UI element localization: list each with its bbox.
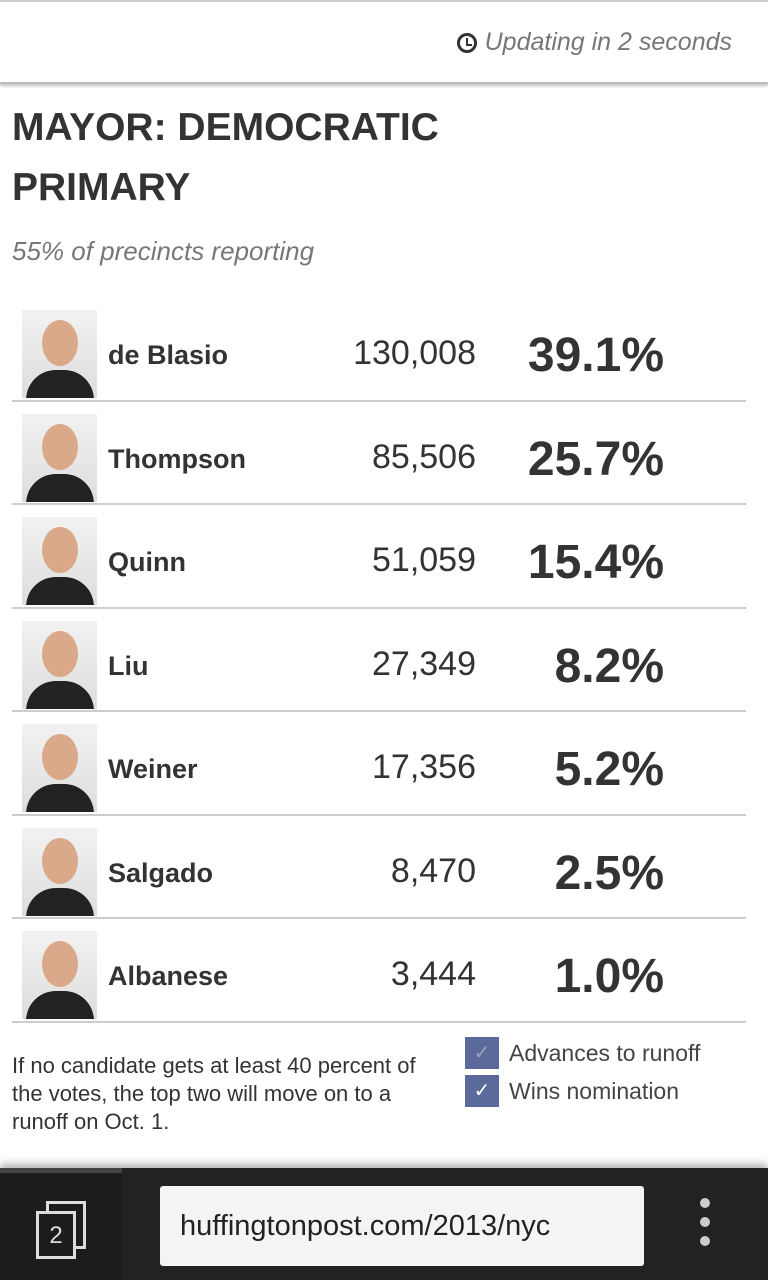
candidate-row: Salgado 8,470 2.5%	[12, 816, 746, 919]
candidate-name: Quinn	[108, 547, 186, 577]
candidate-photo	[22, 310, 97, 398]
candidate-votes: 130,008	[353, 334, 476, 372]
candidate-photo	[22, 827, 97, 916]
url-bar[interactable]: huffingtonpost.com/2013/nyc	[160, 1186, 644, 1266]
browser-toolbar: 2 huffingtonpost.com/2013/nyc	[0, 1168, 768, 1280]
candidate-photo	[22, 931, 97, 1019]
candidate-percent: 2.5%	[554, 846, 664, 900]
candidate-votes: 3,444	[390, 955, 476, 993]
tab-count: 2	[36, 1211, 76, 1259]
candidate-photo	[22, 517, 97, 605]
page-title: MAYOR: DEMOCRATIC PRIMARY	[12, 106, 439, 209]
candidate-votes: 8,470	[390, 851, 476, 890]
checkmark-icon: ✓	[465, 1037, 499, 1069]
legend: ✓ Advances to runoff ✓ Wins nomination	[465, 1034, 700, 1110]
legend-wins: ✓ Wins nomination	[465, 1072, 700, 1110]
clock-icon	[456, 32, 477, 53]
precincts-reporting: 55% of precincts reporting	[12, 236, 315, 266]
candidate-votes: 85,506	[372, 437, 476, 476]
candidate-name: de Blasio	[108, 340, 229, 370]
candidate-percent: 15.4%	[527, 536, 664, 589]
candidate-name: Liu	[108, 650, 149, 681]
candidate-photo	[22, 724, 97, 812]
candidate-percent: 8.2%	[554, 639, 664, 693]
candidate-row: Albanese 3,444 1.0%	[12, 919, 746, 1023]
candidate-votes: 27,349	[372, 644, 476, 683]
results-table: for(let i=0;i<7;i++){document.write(`<di…	[12, 298, 746, 1023]
candidate-name: Albanese	[108, 961, 229, 991]
candidate-name: Salgado	[108, 857, 214, 888]
tabs-button[interactable]: 2	[0, 1168, 122, 1280]
candidate-votes: 17,356	[372, 748, 476, 786]
update-bar: Updating in 2 seconds	[0, 0, 768, 84]
candidate-photo	[22, 413, 97, 502]
candidate-row: Thompson 85,506 25.7%	[12, 402, 746, 505]
candidate-votes: 51,059	[372, 541, 476, 579]
candidate-row: Liu 27,349 8.2%	[12, 609, 746, 712]
update-text: Updating in 2 seconds	[484, 28, 732, 56]
legend-label: Wins nomination	[509, 1077, 680, 1104]
candidate-percent: 39.1%	[527, 329, 664, 382]
update-status: Updating in 2 seconds	[456, 28, 732, 57]
candidate-name: Weiner	[108, 754, 198, 784]
candidate-row: Quinn 51,059 15.4%	[12, 505, 746, 609]
legend-advances: ✓ Advances to runoff	[465, 1034, 700, 1072]
candidate-name: Thompson	[108, 443, 246, 474]
candidate-photo	[22, 620, 97, 709]
candidate-percent: 5.2%	[554, 743, 664, 796]
legend-label: Advances to runoff	[509, 1039, 701, 1066]
candidate-row: de Blasio 130,008 39.1%	[12, 298, 746, 402]
candidate-percent: 25.7%	[527, 432, 664, 486]
runoff-note: If no candidate gets at least 40 percent…	[12, 1053, 416, 1134]
candidate-percent: 1.0%	[554, 950, 664, 1003]
candidate-row: Weiner 17,356 5.2%	[12, 712, 746, 816]
checkmark-icon: ✓	[465, 1075, 499, 1107]
overflow-menu-icon[interactable]	[700, 1198, 714, 1255]
